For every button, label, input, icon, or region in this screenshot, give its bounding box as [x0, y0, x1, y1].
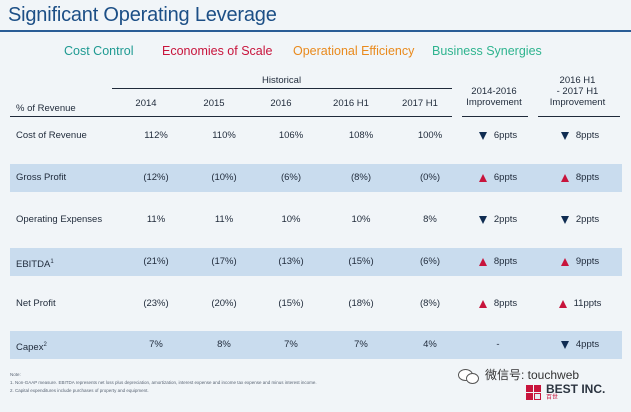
table-cell: 10% — [281, 214, 301, 225]
table-row: Gross Profit (12%) (10%) (6%) (8%) (0%) 6ppts 8… — [10, 164, 622, 192]
table-cell: (6%) — [419, 256, 441, 267]
improvement-cell: 6ppts — [462, 122, 534, 150]
page-title: Significant Operating Leverage — [8, 4, 277, 26]
improvement-cell: 9ppts — [538, 248, 622, 276]
arrow-up-icon — [478, 258, 487, 266]
improvement-cell: 8ppts — [462, 290, 534, 318]
improvement-cell: 8ppts — [462, 248, 534, 276]
improvement-cell: 2ppts — [538, 206, 622, 234]
title-divider — [0, 30, 631, 32]
historical-underline — [112, 88, 452, 89]
table-cell: (8%) — [419, 298, 441, 309]
historical-header: Historical — [262, 75, 302, 86]
wechat-icon — [458, 367, 480, 384]
table-cell: 112% — [144, 130, 168, 141]
arrow-up-icon — [560, 174, 569, 182]
table-row: EBITDA1 (21%) (17%) (13%) (15%) (6%) 8ppts 9ppt… — [10, 248, 622, 276]
row-label: Operating Expenses — [16, 214, 103, 225]
arrow-up-icon — [478, 174, 487, 182]
theme-operational-efficiency: Operational Efficiency — [293, 44, 415, 58]
table-cell: 4% — [423, 339, 437, 350]
table-cell: (21%) — [143, 256, 169, 267]
table-cell: 7% — [149, 339, 163, 350]
footnote-ref: 2 — [43, 342, 47, 348]
column-header: 2016 — [270, 98, 292, 109]
footnotes: Note: 1. Non-GAAP measure. EBITDA repres… — [10, 372, 317, 393]
table-cell: (15%) — [278, 298, 304, 309]
row-label: Capex2 — [16, 342, 47, 354]
improvement-cell: 2ppts — [462, 206, 534, 234]
table-cell: (23%) — [143, 298, 169, 309]
arrow-down-icon — [560, 216, 569, 224]
row-label: EBITDA1 — [16, 259, 54, 271]
table-cell: 108% — [348, 130, 374, 141]
header-underline — [462, 116, 528, 117]
table-cell: 100% — [417, 130, 443, 141]
footnote-ref: 1 — [50, 259, 54, 265]
header-underline — [538, 116, 620, 117]
company-logo: BEST INC. 百世 — [526, 383, 605, 402]
table-cell: (17%) — [211, 256, 237, 267]
arrow-up-icon — [558, 300, 567, 308]
table-cell: (15%) — [348, 256, 374, 267]
table-cell: (8%) — [350, 172, 372, 183]
table-cell: 11% — [146, 214, 166, 225]
table-row: Net Profit (23%) (20%) (15%) (18%) (8%) 8ppts 1… — [10, 290, 622, 318]
header-underline — [10, 116, 452, 117]
table-cell: (0%) — [419, 172, 441, 183]
table-cell: (6%) — [280, 172, 302, 183]
improvement-cell: 4ppts — [538, 331, 622, 359]
table-cell: 10% — [351, 214, 371, 225]
arrow-down-icon — [560, 341, 569, 349]
table-cell: (20%) — [211, 298, 237, 309]
table-cell: (18%) — [348, 298, 374, 309]
arrow-down-icon — [560, 132, 569, 140]
arrow-up-icon — [478, 300, 487, 308]
table-cell: 8% — [423, 214, 437, 225]
table-row: Capex2 7% 8% 7% 7% 4% - 4ppts — [10, 331, 622, 359]
table-cell: (12%) — [143, 172, 169, 183]
improvement-header-2: 2016 H1 - 2017 H1 Improvement — [549, 75, 606, 108]
improvement-cell: 11ppts — [538, 290, 622, 318]
column-header: 2014 — [135, 98, 157, 109]
row-label: Net Profit — [16, 298, 56, 309]
arrow-up-icon — [560, 258, 569, 266]
improvement-cell: 8ppts — [538, 164, 622, 192]
wechat-watermark: 微信号: touchweb — [458, 366, 579, 384]
table-cell: 110% — [212, 130, 236, 141]
column-header: 2017 H1 — [402, 98, 438, 109]
theme-economies-of-scale: Economies of Scale — [162, 44, 273, 58]
improvement-cell: - — [496, 339, 500, 350]
row-label: Gross Profit — [16, 172, 67, 183]
theme-business-synergies: Business Synergies — [432, 44, 542, 58]
row-header-label: % of Revenue — [16, 103, 76, 114]
table-row: Operating Expenses 11% 11% 10% 10% 8% 2ppts 2pp… — [10, 206, 622, 234]
table-cell: 8% — [217, 339, 231, 350]
table-cell: 106% — [278, 130, 304, 141]
table-cell: (13%) — [278, 256, 304, 267]
table-cell: (10%) — [211, 172, 237, 183]
table-cell: 7% — [284, 339, 298, 350]
column-header: 2016 H1 — [333, 98, 369, 109]
row-label: Cost of Revenue — [16, 130, 87, 141]
improvement-cell: 8ppts — [538, 122, 622, 150]
table-cell: 7% — [354, 339, 368, 350]
column-header: 2015 — [203, 98, 225, 109]
arrow-down-icon — [478, 132, 487, 140]
arrow-down-icon — [478, 216, 487, 224]
table-cell: 11% — [214, 214, 234, 225]
improvement-cell: 6ppts — [462, 164, 534, 192]
table-row: Cost of Revenue 112% 110% 106% 108% 100% 6ppts… — [10, 122, 622, 150]
best-logo-icon — [526, 384, 542, 401]
improvement-header-1: 2014-2016 Improvement — [466, 86, 522, 108]
theme-cost-control: Cost Control — [64, 44, 134, 58]
